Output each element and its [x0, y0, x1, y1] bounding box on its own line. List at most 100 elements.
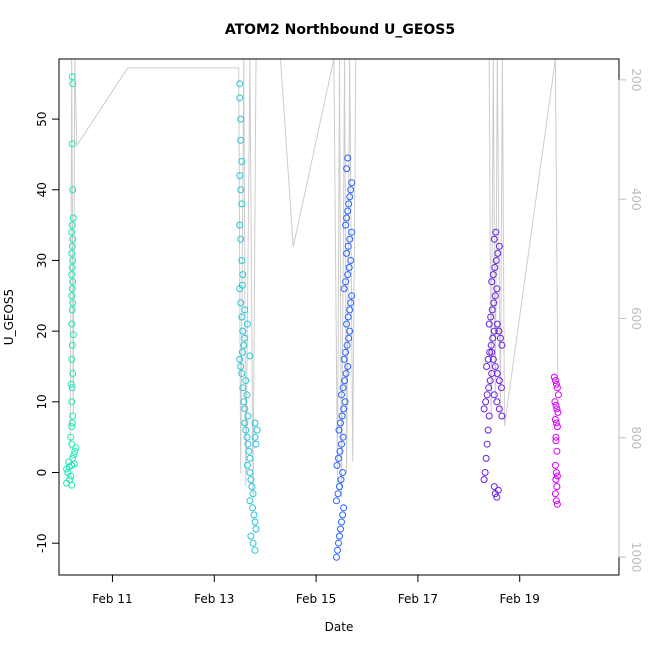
- data-point: [482, 398, 490, 406]
- data-point: [491, 264, 499, 271]
- data-point: [238, 158, 246, 165]
- data-point: [247, 476, 255, 484]
- data-point: [343, 341, 351, 349]
- pressure-track-layer: [69, 58, 559, 498]
- data-point: [493, 370, 501, 377]
- data-point: [498, 341, 506, 349]
- data-point: [493, 285, 501, 293]
- data-point: [70, 451, 78, 459]
- data-point: [246, 454, 254, 462]
- data-point: [68, 73, 76, 81]
- data-point: [494, 486, 502, 494]
- data-point: [487, 313, 495, 321]
- data-point: [339, 433, 347, 441]
- data-point: [237, 115, 245, 123]
- data-point: [69, 186, 77, 194]
- data-point: [68, 140, 76, 148]
- x-tick-label: Feb 15: [296, 592, 336, 606]
- secondary-tick-label: 400: [629, 188, 643, 211]
- data-point: [69, 299, 77, 307]
- data-point: [498, 412, 506, 420]
- secondary-tick-label: 1000: [629, 542, 643, 573]
- data-point: [333, 497, 340, 505]
- data-point: [343, 165, 351, 173]
- data-point: [550, 373, 558, 381]
- data-point: [238, 348, 246, 356]
- data-point: [348, 228, 356, 236]
- x-tick-label: Feb 19: [500, 592, 540, 606]
- data-point: [240, 341, 248, 349]
- chart-title: ATOM2 Northbound U_GEOS5: [225, 22, 455, 38]
- data-point: [69, 412, 77, 420]
- data-point: [553, 447, 561, 455]
- data-point: [337, 476, 345, 484]
- data-point: [335, 454, 342, 462]
- data-point: [249, 490, 257, 498]
- data-point: [482, 454, 490, 462]
- data-point: [249, 539, 257, 547]
- data-point: [68, 228, 76, 236]
- data-point: [243, 461, 251, 469]
- data-point: [71, 447, 79, 455]
- data-point: [70, 460, 78, 468]
- data-point: [341, 377, 349, 385]
- x-tick-label: Feb 17: [398, 592, 438, 606]
- data-point: [69, 214, 77, 222]
- data-point: [239, 271, 247, 279]
- data-point: [483, 363, 491, 370]
- data-point: [491, 292, 499, 300]
- data-point: [552, 419, 560, 427]
- data-point: [497, 384, 505, 392]
- data-point: [341, 398, 349, 406]
- data-point: [243, 391, 251, 399]
- data-point: [552, 469, 560, 476]
- data-point: [334, 490, 342, 498]
- data-point: [342, 370, 350, 377]
- data-point: [248, 483, 256, 491]
- data-point: [489, 271, 497, 279]
- data-point: [348, 179, 356, 187]
- data-point: [238, 257, 246, 264]
- data-point: [553, 423, 561, 431]
- data-point: [486, 377, 494, 385]
- data-point: [241, 405, 249, 413]
- data-point: [335, 539, 342, 547]
- data-point: [68, 440, 76, 448]
- data-point: [240, 398, 248, 406]
- data-point: [251, 433, 259, 441]
- data-point: [348, 292, 356, 300]
- data-point: [495, 327, 503, 335]
- data-point: [252, 440, 260, 448]
- x-axis: Feb 11 Feb 13 Feb 15 Feb 17 Feb 19: [92, 574, 540, 606]
- data-point: [553, 384, 561, 392]
- data-point: [553, 483, 561, 491]
- data-point: [551, 461, 559, 469]
- data-point: [340, 405, 348, 413]
- data-point: [68, 292, 76, 300]
- data-point: [492, 228, 500, 236]
- data-point: [552, 401, 560, 409]
- y-tick-label: 40: [35, 182, 49, 197]
- data-point: [69, 235, 77, 243]
- data-point: [552, 476, 560, 484]
- data-point: [335, 426, 343, 434]
- data-point: [340, 285, 348, 293]
- data-point: [68, 249, 76, 257]
- data-point: [494, 249, 502, 257]
- data-point: [338, 412, 346, 420]
- data-point: [337, 419, 344, 427]
- data-point: [247, 532, 255, 540]
- data-point: [72, 444, 80, 452]
- data-point: [69, 257, 77, 264]
- data-point: [485, 384, 493, 392]
- data-point: [340, 355, 348, 363]
- data-point: [68, 341, 76, 349]
- data-point: [345, 264, 353, 271]
- y-tick-label: -10: [35, 533, 49, 553]
- data-point: [333, 553, 340, 561]
- data-point: [490, 235, 498, 243]
- data-point: [553, 500, 561, 508]
- data-point: [69, 278, 77, 286]
- x-tick-label: Feb 13: [194, 592, 234, 606]
- data-point: [68, 306, 76, 314]
